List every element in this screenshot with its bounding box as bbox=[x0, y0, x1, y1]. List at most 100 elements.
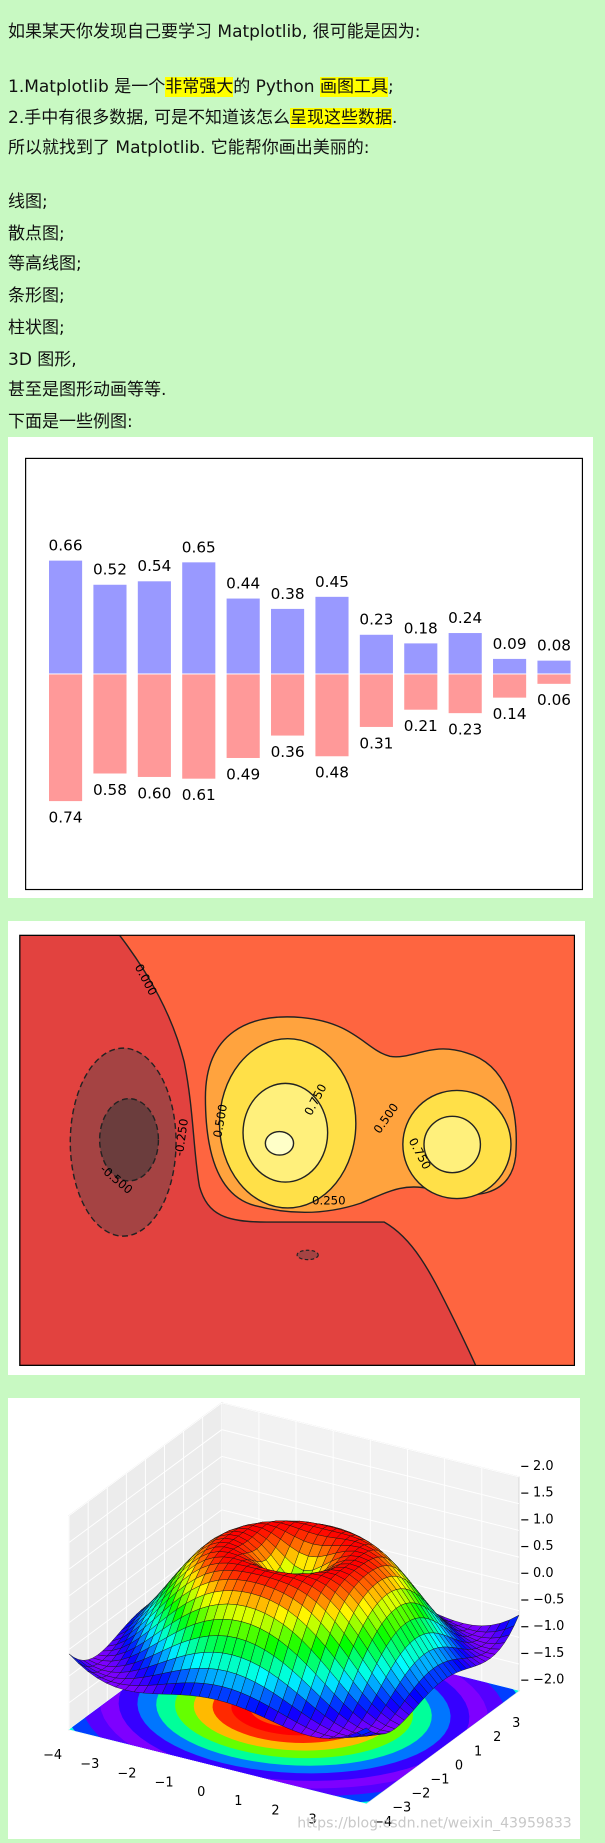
value-label: 0.14 bbox=[493, 705, 527, 723]
bar bbox=[314, 595, 350, 675]
value-label: 0.31 bbox=[359, 734, 393, 752]
y-tick-label: −3 bbox=[392, 1801, 411, 1816]
bar bbox=[270, 607, 306, 675]
contour-fills bbox=[19, 935, 575, 1366]
z-tick-label: −0.5 bbox=[533, 1593, 564, 1608]
bar bbox=[447, 632, 483, 675]
value-label: 0.36 bbox=[271, 743, 305, 761]
value-label: 0.61 bbox=[182, 786, 216, 804]
bar bbox=[314, 673, 350, 758]
bar bbox=[403, 673, 439, 711]
text-line: 散点图; bbox=[8, 223, 65, 245]
value-label: 0.23 bbox=[359, 611, 393, 629]
z-tick-label: 0.5 bbox=[533, 1539, 554, 1554]
text-run: 所以就找到了 Matplotlib. 它能帮你画出美丽的: bbox=[8, 138, 370, 158]
text-run: 散点图; bbox=[8, 224, 65, 244]
bar bbox=[136, 673, 172, 778]
value-label: 0.23 bbox=[448, 721, 482, 739]
value-label: 0.48 bbox=[315, 764, 349, 782]
y-tick-label: −2 bbox=[411, 1787, 430, 1802]
bar bbox=[181, 561, 217, 675]
value-label: 0.45 bbox=[315, 573, 349, 591]
value-label: 0.60 bbox=[137, 784, 171, 802]
text-line: 线图; bbox=[8, 191, 48, 213]
value-label: 0.24 bbox=[448, 609, 482, 627]
x-tick-label: −3 bbox=[80, 1757, 99, 1772]
bar bbox=[447, 673, 483, 715]
text-line: 柱状图; bbox=[8, 317, 65, 339]
x-tick-label: 2 bbox=[271, 1803, 279, 1818]
value-label: 0.58 bbox=[93, 781, 127, 799]
value-label: 0.49 bbox=[226, 765, 260, 783]
x-tick-label: 0 bbox=[197, 1785, 205, 1800]
z-tick-label: −1.0 bbox=[533, 1619, 564, 1634]
z-tick-label: 0.0 bbox=[533, 1566, 554, 1581]
text-line: 下面是一些例图: bbox=[8, 411, 133, 433]
value-label: 0.54 bbox=[137, 557, 171, 575]
bar bbox=[492, 657, 528, 675]
text-run: 条形图; bbox=[8, 286, 65, 306]
z-tick-label: 2.0 bbox=[533, 1459, 554, 1474]
text-run: 3D 图形, bbox=[8, 350, 77, 370]
x-tick-label: 3 bbox=[309, 1813, 317, 1828]
bar bbox=[136, 580, 172, 675]
bar bbox=[92, 673, 128, 775]
x-tick-label: −1 bbox=[155, 1776, 174, 1791]
watermark: https://blog.csdn.net/weixin_43959833 bbox=[297, 1815, 572, 1831]
value-label: 0.08 bbox=[537, 637, 571, 655]
bar bbox=[536, 673, 572, 685]
text-run: 2.手中有很多数据, 可是不知道该怎么 bbox=[8, 108, 291, 128]
contour-label: 0.500 bbox=[210, 1103, 230, 1139]
bar bbox=[492, 673, 528, 699]
text-line: 1.Matplotlib 是一个非常强大的 Python 画图工具; bbox=[8, 76, 394, 98]
text-run: 的 Python bbox=[233, 77, 320, 97]
frame bbox=[25, 457, 584, 891]
z-tick-label: 1.5 bbox=[533, 1486, 554, 1501]
value-label: 0.52 bbox=[93, 561, 127, 579]
frame bbox=[19, 934, 576, 1366]
z-tick-label: −2.0 bbox=[533, 1673, 564, 1688]
value-label: 0.18 bbox=[404, 619, 438, 637]
y-tick-label: 2 bbox=[493, 1730, 501, 1745]
text-run: 柱状图; bbox=[8, 318, 65, 338]
text-run: 下面是一些例图: bbox=[8, 412, 133, 432]
y-tick-label: −4 bbox=[373, 1815, 392, 1830]
contour-label: 0.250 bbox=[312, 1193, 346, 1207]
x-tick-label: −2 bbox=[117, 1766, 136, 1781]
bar bbox=[181, 673, 217, 780]
contour-label: -0.250 bbox=[172, 1118, 191, 1157]
z-tick-label: −1.5 bbox=[533, 1646, 564, 1661]
text-run: 等高线图; bbox=[8, 254, 82, 274]
value-label: 0.38 bbox=[271, 585, 305, 603]
text-line: 2.手中有很多数据, 可是不知道该怎么呈现这些数据. bbox=[8, 107, 397, 129]
bar bbox=[270, 673, 306, 737]
bar bbox=[358, 673, 394, 728]
text-run: 线图; bbox=[8, 192, 48, 212]
value-label: 0.66 bbox=[49, 537, 83, 555]
text-line: 条形图; bbox=[8, 285, 65, 307]
bar bbox=[92, 583, 128, 675]
text-run: ; bbox=[387, 77, 394, 97]
y-tick-label: 3 bbox=[512, 1716, 520, 1731]
bar bbox=[48, 559, 84, 675]
bar bbox=[536, 659, 572, 675]
y-tick-label: 1 bbox=[474, 1744, 482, 1759]
text-line: 3D 图形, bbox=[8, 349, 77, 371]
contour-chart-image: 0.0000.5000.7500.5000.7500.250-0.500-0.2… bbox=[8, 921, 585, 1375]
bar bbox=[358, 633, 394, 675]
highlighted-text: 呈现这些数据 bbox=[290, 108, 393, 128]
y-tick-label: 0 bbox=[455, 1758, 463, 1773]
value-label: 0.21 bbox=[404, 717, 438, 735]
text-line: 等高线图; bbox=[8, 253, 82, 275]
text-run: . bbox=[392, 108, 398, 128]
bar-chart-image: 0.66 0.52 0.54 0.65 0.44 0.38 0.45 0.23 0.18 0.24… bbox=[8, 437, 593, 898]
highlighted-text: 非常强大 bbox=[165, 77, 234, 97]
value-label: 0.74 bbox=[49, 809, 83, 827]
value-label: 0.09 bbox=[493, 635, 527, 653]
text-line: 甚至是图形动画等等. bbox=[8, 379, 166, 401]
text-run: 1.Matplotlib 是一个 bbox=[8, 77, 166, 97]
value-label: 0.06 bbox=[537, 691, 571, 709]
grid-line bbox=[68, 1515, 367, 1804]
y-tick-label: −1 bbox=[430, 1772, 449, 1787]
